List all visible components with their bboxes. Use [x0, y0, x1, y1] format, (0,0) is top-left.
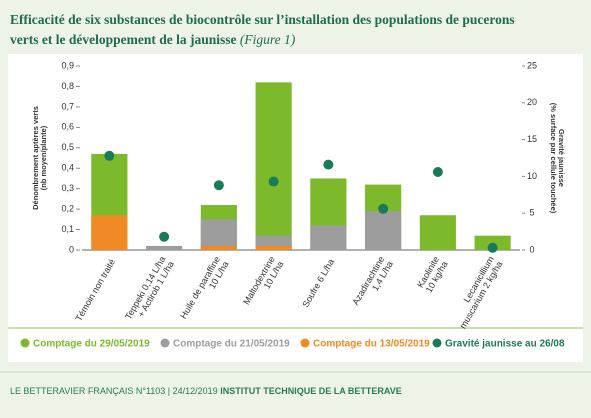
y2-tick-label: 20	[527, 97, 537, 107]
dot	[104, 150, 115, 161]
title-line: Efficacité de six substances de biocontr…	[10, 12, 515, 27]
legend-label: Gravité jaunisse au 26/08	[445, 339, 565, 350]
legend-label: Comptage du 13/05/2019	[313, 339, 430, 350]
legend-swatch	[300, 338, 310, 348]
title: verts et le développement de la jaunisse	[10, 32, 236, 47]
y-tick-label: 0,1	[61, 224, 74, 234]
bar	[200, 219, 237, 250]
text-line: (nb moyen/plante)	[39, 125, 48, 190]
y-tick-label: 0,6	[61, 122, 74, 132]
title-line: verts et le développement de la jaunisse…	[10, 32, 296, 47]
y2-tick-label: 5	[529, 208, 534, 218]
bar	[419, 215, 456, 250]
bar	[310, 225, 347, 250]
y-tick-label: 0,7	[61, 101, 74, 111]
y-tick-label: 0,8	[61, 81, 74, 91]
y-tick-label: 0,9	[61, 60, 74, 70]
y-tick-label: 0,2	[61, 203, 74, 213]
y-tick-label: 0,3	[61, 183, 74, 193]
figure-ref: (Figure 1)	[240, 32, 296, 47]
y2-tick-label: 25	[527, 60, 537, 70]
dot	[268, 176, 279, 187]
legend-label: Comptage du 21/05/2019	[173, 339, 290, 350]
y-tick-label: 0	[69, 244, 74, 254]
bar	[146, 245, 183, 250]
publication: LE BETTERAVIER FRANÇAIS N°1103 | 24/12/2…	[10, 386, 218, 396]
y2-tick-label: 0	[529, 244, 534, 254]
dot	[432, 166, 443, 177]
bar	[200, 245, 237, 250]
legend-label: Comptage du 29/05/2019	[33, 339, 150, 350]
bar	[255, 82, 292, 250]
y2-tick-label: 10	[527, 171, 537, 181]
y2-tick-label: 15	[527, 134, 537, 144]
bar	[255, 245, 292, 250]
legend-swatch	[432, 338, 442, 348]
text-line: Gravité jaunisse	[557, 129, 566, 187]
footer: LE BETTERAVIER FRANÇAIS N°1103 | 24/12/2…	[10, 386, 402, 396]
legend-swatch	[160, 338, 170, 348]
dot	[323, 159, 334, 170]
text-line: Dénombrement aptères verts	[31, 106, 40, 210]
dot	[378, 203, 389, 214]
dot	[213, 180, 224, 191]
title: Efficacité de six substances de biocontr…	[10, 12, 515, 27]
dot	[159, 231, 170, 242]
text-line: (% surface par cellule touchée)	[549, 103, 558, 214]
bar	[91, 215, 128, 250]
y-tick-label: 0,5	[61, 142, 74, 152]
publisher: INSTITUT TECHNIQUE DE LA BETTERAVE	[220, 386, 402, 396]
legend-swatch	[20, 338, 30, 348]
y-tick-label: 0,4	[61, 163, 74, 173]
bar	[365, 211, 402, 250]
y-axis-label: Dénombrement aptères verts(nb moyen/plan…	[31, 106, 48, 210]
y2-axis-label: Gravité jaunisse(% surface par cellule t…	[549, 103, 566, 214]
dot	[487, 242, 498, 253]
